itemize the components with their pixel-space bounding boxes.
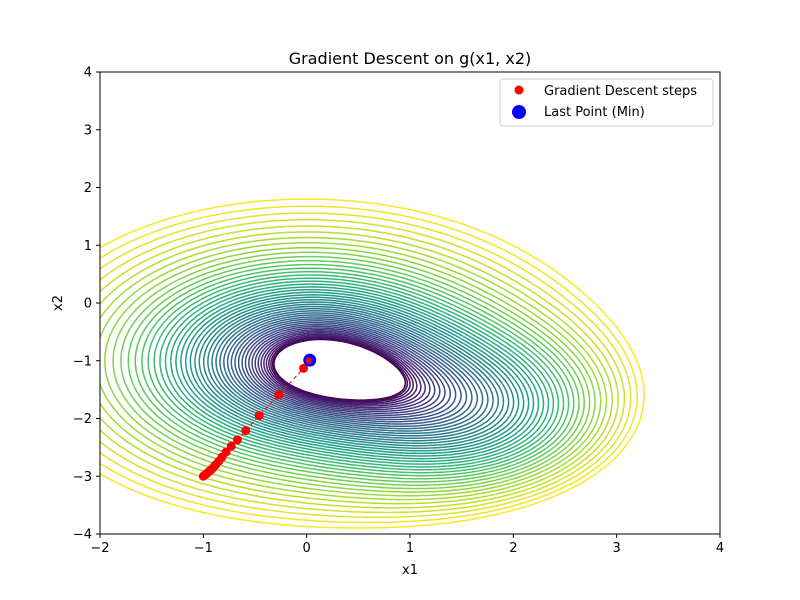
x-axis-ticks: −2 −1 0 1 2 3 4 xyxy=(90,534,724,556)
contour-line xyxy=(202,301,510,444)
contour-line xyxy=(263,333,422,407)
legend: Gradient Descent steps Last Point (Min) xyxy=(499,78,714,127)
contour-line xyxy=(175,286,540,460)
x-tick-label: −1 xyxy=(194,541,213,556)
contour-line xyxy=(237,320,462,423)
contour-line xyxy=(100,198,645,529)
descent-step-point xyxy=(226,441,236,451)
contour-line xyxy=(147,270,565,474)
contour-line xyxy=(194,296,520,449)
contour-line xyxy=(100,236,608,501)
x-tick-label: −2 xyxy=(90,541,109,556)
contour-line xyxy=(223,312,484,432)
contour-line xyxy=(180,288,535,457)
legend-marker-min xyxy=(512,105,526,119)
chart-title: Gradient Descent on g(x1, x2) xyxy=(289,49,532,68)
contour-line xyxy=(112,251,591,490)
contour-line xyxy=(120,255,585,486)
contour-line xyxy=(241,321,457,421)
descent-step-point xyxy=(241,426,251,436)
contour-line xyxy=(189,294,525,452)
contour-line xyxy=(134,263,575,480)
contour-line xyxy=(100,231,613,505)
descent-step-point xyxy=(221,447,231,457)
y-tick-label: 1 xyxy=(84,239,92,254)
contour-line xyxy=(104,246,596,493)
y-tick-label: −3 xyxy=(73,470,92,485)
contour-line xyxy=(244,323,452,419)
legend-label-min: Last Point (Min) xyxy=(544,105,645,120)
y-tick-label: −1 xyxy=(73,354,92,369)
y-axis-label: x2 xyxy=(51,295,66,311)
contour-line xyxy=(100,205,639,524)
y-tick-label: 0 xyxy=(84,297,92,312)
contour-line xyxy=(211,305,500,439)
contour-line xyxy=(230,316,473,428)
descent-step-point xyxy=(232,435,242,445)
legend-marker-steps xyxy=(514,85,524,95)
contour-line xyxy=(170,283,545,463)
contour-line xyxy=(271,338,409,402)
descent-step-point xyxy=(274,390,284,400)
y-axis-ticks: −4 −3 −2 −1 0 1 2 3 4 xyxy=(73,66,100,543)
contour-line xyxy=(234,318,468,425)
x-tick-label: 2 xyxy=(509,541,517,556)
contour-line xyxy=(251,327,441,415)
contour-line xyxy=(100,225,619,509)
contour-line xyxy=(184,291,530,455)
x-tick-label: 4 xyxy=(716,541,724,556)
y-tick-label: −4 xyxy=(73,528,92,543)
contour-line xyxy=(127,259,580,483)
contour-line xyxy=(164,280,550,465)
contour-line xyxy=(100,218,626,514)
contour-line xyxy=(268,336,414,404)
contour-line xyxy=(248,325,446,417)
contour-line xyxy=(226,314,479,430)
descent-step-point xyxy=(254,411,264,421)
descent-step-point xyxy=(299,363,309,373)
x-tick-label: 0 xyxy=(303,541,311,556)
contour-line xyxy=(159,277,555,468)
y-tick-label: 2 xyxy=(84,181,92,196)
final-step-point xyxy=(305,357,312,364)
contour-line xyxy=(265,334,418,406)
contour-line xyxy=(141,267,570,477)
contour-line xyxy=(270,337,411,403)
contour-line xyxy=(219,310,489,435)
x-tick-label: 3 xyxy=(613,541,621,556)
descent-points xyxy=(198,353,317,481)
legend-box xyxy=(499,78,714,127)
x-tick-label: 1 xyxy=(406,541,414,556)
contour-line xyxy=(207,303,505,442)
y-tick-label: 4 xyxy=(84,66,92,81)
x-axis-label: x1 xyxy=(402,563,418,578)
contour-line xyxy=(260,332,427,409)
contour-line xyxy=(257,330,431,411)
contour-line xyxy=(215,307,494,437)
y-tick-label: −2 xyxy=(73,412,92,427)
contour-line xyxy=(198,298,515,447)
y-tick-label: 3 xyxy=(84,123,92,138)
contour-line xyxy=(153,274,560,471)
contour-line xyxy=(100,212,632,519)
legend-label-steps: Gradient Descent steps xyxy=(544,84,697,99)
